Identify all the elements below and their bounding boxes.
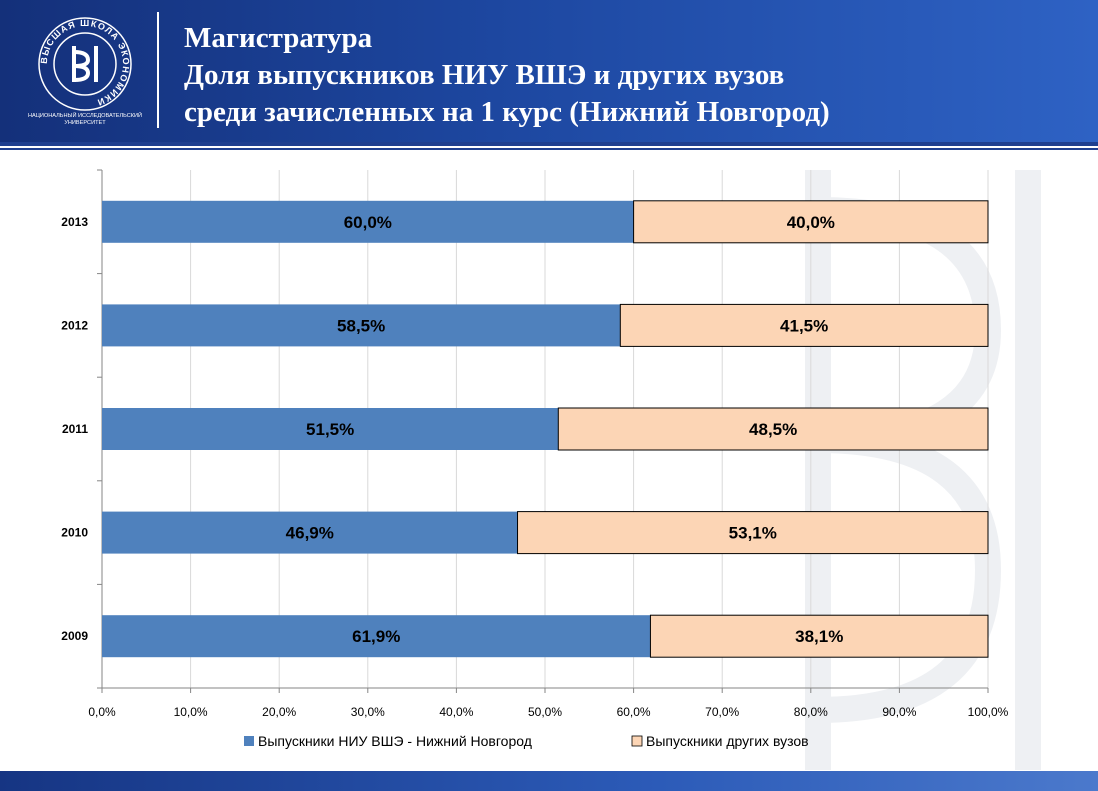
stacked-bar-chart: 0,0% 10,0% 20,0% 30,0% 40,0% 50,0% 60,0% 70,0% 8…	[61, 169, 1009, 749]
title-line-3: среди зачисленных на 1 курс (Нижний Новг…	[184, 96, 830, 128]
data-label: 61,9%	[352, 627, 400, 646]
x-tick-label: 70,0%	[705, 705, 739, 719]
bar-segment	[633, 200, 989, 244]
x-tick-label: 40,0%	[439, 705, 473, 719]
category-label: 2010	[61, 526, 88, 540]
data-label: 46,9%	[286, 524, 334, 543]
title-line-1: Магистратура	[184, 22, 373, 54]
bar-segment	[102, 511, 518, 554]
logo-caption-line2: УНИВЕРСИТЕТ	[64, 120, 106, 126]
x-tick-label: 90,0%	[882, 705, 916, 719]
data-label: 58,5%	[337, 316, 385, 335]
footer-bar	[0, 771, 1098, 791]
category-label: 2009	[61, 629, 88, 643]
x-tick-label: 60,0%	[617, 705, 651, 719]
header-divider	[0, 142, 1098, 146]
x-tick-label: 30,0%	[351, 705, 385, 719]
data-label: 51,5%	[306, 420, 354, 439]
data-label: 53,1%	[729, 524, 777, 543]
logo-monogram	[71, 46, 98, 83]
bar-segment	[102, 615, 651, 658]
x-tick-label: 80,0%	[794, 705, 828, 719]
x-tick-label: 0,0%	[88, 705, 116, 719]
x-tick-label: 50,0%	[528, 705, 562, 719]
bar-segment	[557, 407, 989, 451]
category-label: 2011	[62, 422, 88, 436]
header-banner	[0, 0, 1098, 142]
logo-caption-line1: НАЦИОНАЛЬНЫЙ ИССЛЕДОВАТЕЛЬСКИЙ	[28, 111, 142, 119]
data-label: 38,1%	[795, 627, 843, 646]
legend-swatch	[244, 736, 254, 746]
logo-separator	[157, 12, 159, 128]
x-tick-label: 10,0%	[174, 705, 208, 719]
legend-label: Выпускники других вузов	[646, 733, 809, 749]
bar-segment	[102, 200, 634, 243]
legend-label: Выпускники НИУ ВШЭ - Нижний Новгород	[258, 733, 532, 749]
data-label: 48,5%	[749, 420, 797, 439]
title-line-2: Доля выпускников НИУ ВШЭ и других вузов	[184, 59, 785, 91]
data-label: 60,0%	[344, 213, 392, 232]
data-label: 40,0%	[787, 213, 835, 232]
x-tick-label: 100,0%	[968, 705, 1009, 719]
category-label: 2013	[61, 215, 88, 229]
header-divider-thin	[0, 148, 1098, 150]
bar-segment	[649, 614, 989, 658]
legend-swatch	[631, 735, 643, 747]
page-title: Магистратура Доля выпускников НИУ ВШЭ и …	[184, 20, 830, 131]
data-label: 41,5%	[780, 316, 828, 335]
bar-segment	[517, 511, 989, 555]
bar-segment	[619, 303, 989, 347]
bar-segment	[102, 408, 559, 450]
category-label: 2012	[61, 318, 88, 332]
bar-segment	[102, 304, 621, 347]
hse-logo: ВЫСШАЯ ШКОЛА ЭКОНОМИКИ НАЦИОНАЛЬНЫЙ ИССЛ…	[22, 10, 148, 128]
x-tick-label: 20,0%	[262, 705, 296, 719]
